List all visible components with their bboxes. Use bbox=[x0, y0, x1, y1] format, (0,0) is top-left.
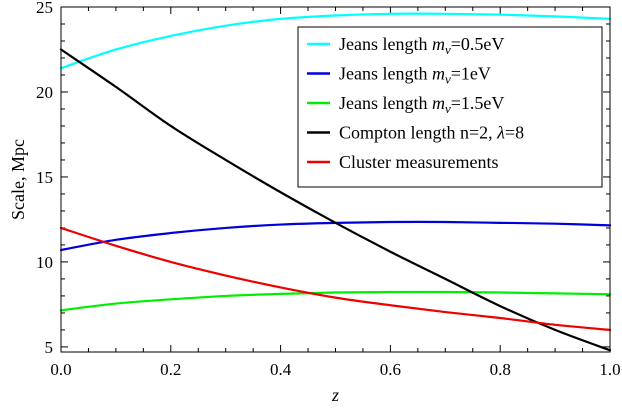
legend-text-part: =8 bbox=[505, 123, 524, 143]
x-tick-labels: 0.0 0.2 0.4 0.6 0.8 1.0 bbox=[50, 360, 620, 379]
y-tick-label: 10 bbox=[36, 253, 53, 272]
series-line-1 bbox=[59, 12, 612, 70]
legend-text-part: =1.5eV bbox=[451, 93, 505, 113]
legend-box bbox=[297, 26, 603, 188]
legend-subscript: ν bbox=[445, 42, 451, 57]
plot-frame bbox=[60, 6, 611, 353]
x-tick-label: 0.6 bbox=[380, 360, 401, 379]
legend-symbol: m bbox=[432, 34, 445, 54]
legend-text-part: Compton length n=2, bbox=[339, 123, 497, 143]
y-tick-label: 25 bbox=[36, 0, 53, 17]
legend-label-3: Jeans length mν=1.5eV bbox=[339, 93, 504, 116]
legend-label-1: Jeans length mν=0.5eV bbox=[339, 34, 504, 57]
plot-series bbox=[59, 12, 612, 352]
legend-symbol: λ bbox=[496, 123, 505, 143]
legend-symbol: m bbox=[432, 64, 445, 84]
legend-subscript: ν bbox=[445, 101, 451, 116]
legend-label-5: Cluster measurements bbox=[339, 152, 498, 172]
legend-text-part: Jeans length bbox=[339, 64, 432, 84]
x-tick-label: 0.2 bbox=[160, 360, 181, 379]
y-tick-label: 15 bbox=[36, 168, 53, 187]
legend-text-part: =0.5eV bbox=[451, 34, 505, 54]
y-axis-title: Scale, Mpc bbox=[8, 139, 28, 220]
x-tick-label: 0.8 bbox=[490, 360, 511, 379]
x-tick-label: 1.0 bbox=[599, 360, 620, 379]
legend-symbol: m bbox=[432, 93, 445, 113]
series-line-4 bbox=[59, 48, 612, 352]
legend-text-part: Jeans length bbox=[339, 34, 432, 54]
legend-label-2: Jeans length mν=1eV bbox=[339, 64, 491, 87]
series-line-2 bbox=[59, 220, 612, 252]
series-line-3 bbox=[59, 290, 612, 312]
x-tick-label: 0.0 bbox=[50, 360, 71, 379]
legend-subscript: ν bbox=[445, 72, 451, 87]
legend-text-part: Jeans length bbox=[339, 93, 432, 113]
y-tick-label: 20 bbox=[36, 83, 53, 102]
series-line-5 bbox=[59, 226, 612, 332]
x-axis-title: z bbox=[331, 385, 339, 405]
y-tick-labels: 5 10 15 20 25 bbox=[36, 0, 53, 357]
legend-text-part: =1eV bbox=[451, 64, 491, 84]
y-tick-label: 5 bbox=[45, 338, 54, 357]
x-tick-label: 0.4 bbox=[270, 360, 292, 379]
legend-label-4: Compton length n=2, λ=8 bbox=[339, 123, 524, 143]
